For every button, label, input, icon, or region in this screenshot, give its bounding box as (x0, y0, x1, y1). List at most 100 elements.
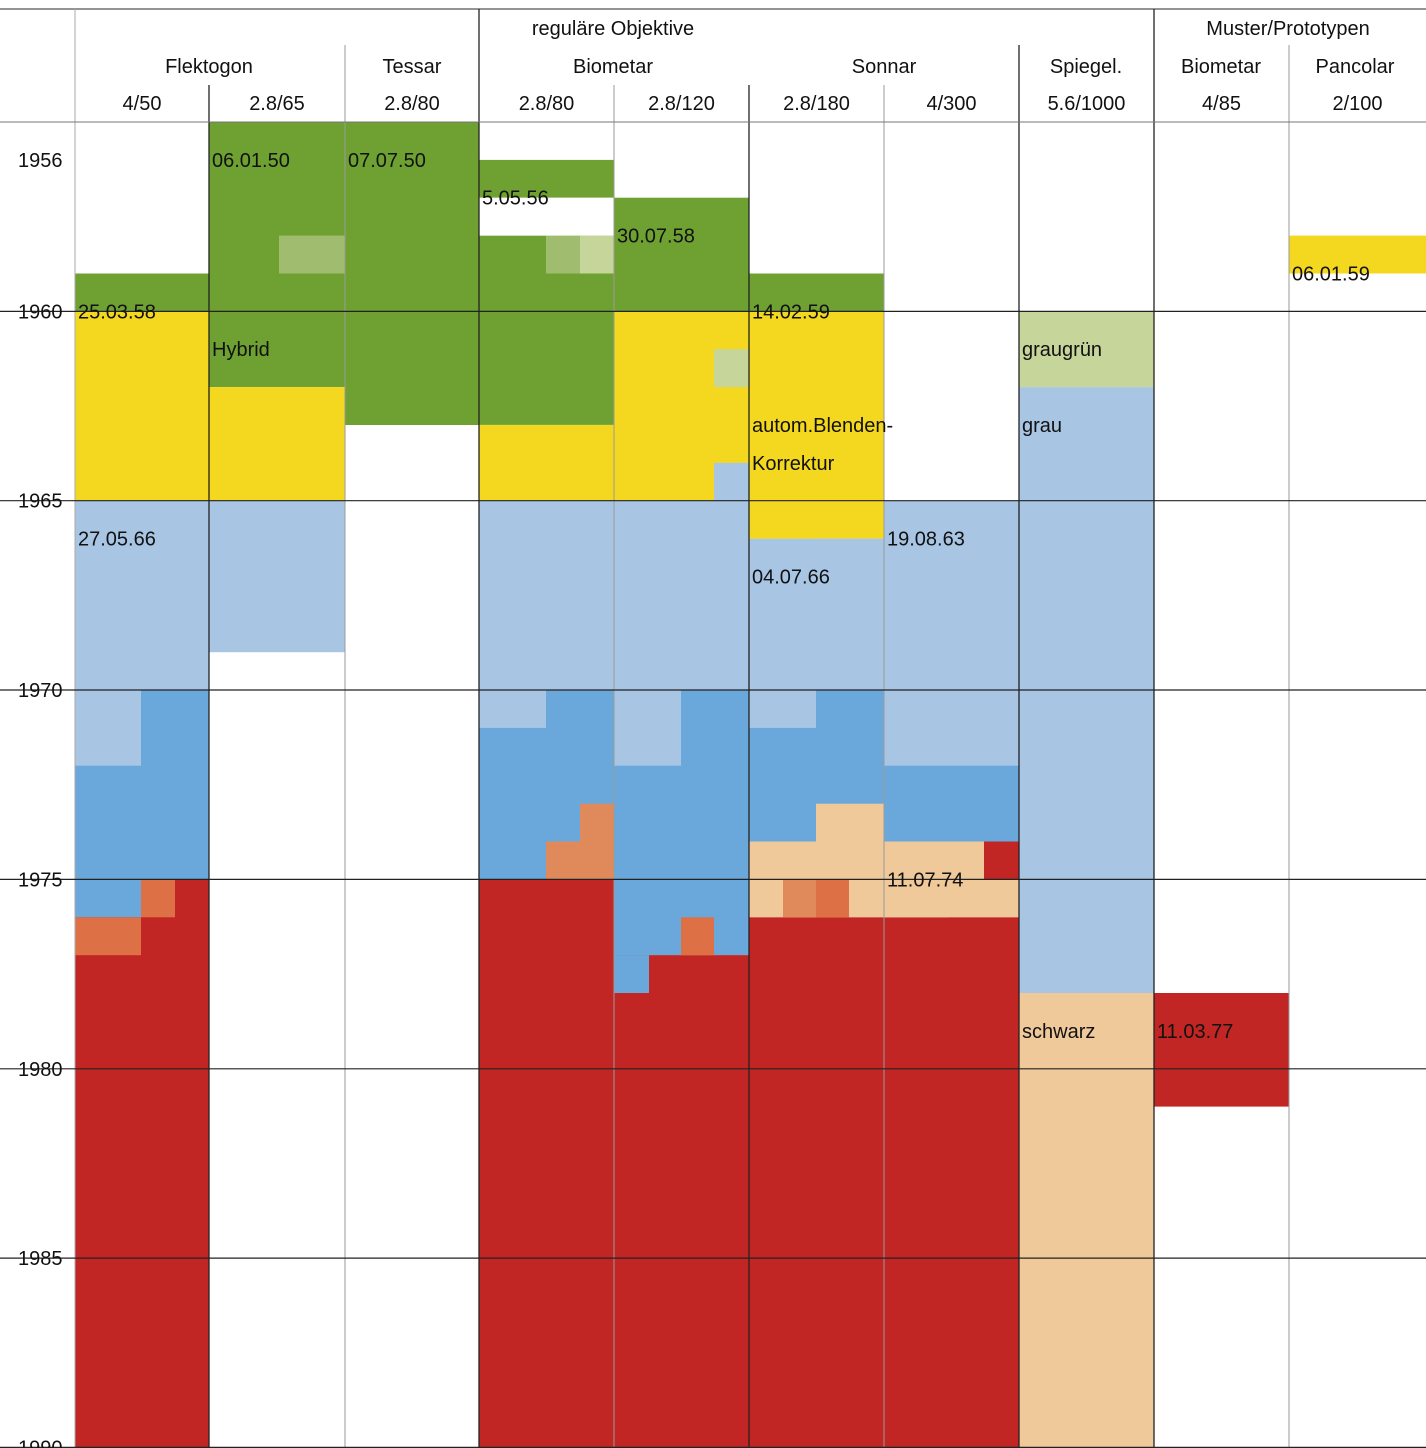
year-tick-1985: 1985 (18, 1248, 63, 1270)
column-header-0: 4/50 (123, 93, 162, 115)
annotation-15: 11.07.74 (887, 869, 963, 891)
segment-2-8-80-12 (479, 500, 614, 690)
annotation-17: 11.03.77 (1157, 1021, 1233, 1043)
gap-patch-1 (345, 425, 479, 501)
column-header-7: 5.6/1000 (1048, 93, 1126, 115)
year-tick-1965: 1965 (18, 491, 63, 513)
annotation-4: 5.05.56 (482, 188, 549, 210)
segment-2-8-180-22 (749, 538, 884, 691)
tone-patch-24 (884, 879, 949, 918)
tone-patch-23 (816, 879, 849, 918)
chart-cells (75, 122, 1426, 1448)
annotation-8: graugrün (1022, 339, 1102, 361)
group-header-prototypes: Muster/Prototypen (1206, 18, 1369, 40)
year-tick-1990: 1990 (18, 1437, 63, 1448)
annotation-0: 25.03.58 (78, 301, 156, 323)
chart-patches (75, 197, 1154, 993)
annotation-2: Hybrid (212, 339, 270, 361)
chart-headers: reguläre Objektive Muster/Prototypen Fle… (165, 18, 1395, 78)
segment-2-8-180-20 (749, 273, 884, 312)
tone-patch-18 (75, 879, 141, 918)
lens-type-tessar: Tessar (383, 56, 442, 78)
year-tick-1970: 1970 (18, 680, 63, 702)
tone-patch-19 (141, 879, 175, 918)
tone-patch-3 (580, 235, 614, 274)
segment-4-50-2 (75, 500, 209, 690)
column-header-6: 4/300 (926, 93, 976, 115)
segment-2-8-80-11 (479, 425, 614, 501)
segment-4-300-29 (884, 917, 1019, 1448)
tone-patch-20 (75, 917, 141, 956)
annotation-16: schwarz (1022, 1021, 1095, 1043)
year-axis: 1956 1960 1965 1970 1975 1980 1985 1990 (18, 150, 63, 1448)
tone-patch-9 (614, 690, 681, 766)
column-header-4: 2.8/120 (648, 93, 715, 115)
segment-2-8-80-9 (479, 159, 614, 198)
lens-type-biometar-proto: Biometar (1181, 56, 1261, 78)
tone-patch-16 (949, 841, 984, 880)
segment-2-8-180-25 (749, 917, 884, 1448)
tone-patch-11 (884, 690, 1019, 766)
tone-patch-14 (749, 841, 816, 880)
column-header-2: 2.8/80 (384, 93, 440, 115)
group-header-regular: reguläre Objektive (532, 18, 694, 40)
annotations: 25.03.58 06.01.50 Hybrid 07.07.50 5.05.56 30.… (78, 150, 1370, 1043)
annotation-3: 07.07.50 (348, 150, 426, 172)
tone-patch-12 (580, 803, 614, 842)
tone-patch-25 (614, 955, 649, 993)
annotation-13: 04.07.66 (752, 566, 830, 588)
annotation-6: 06.01.59 (1292, 264, 1370, 286)
lens-type-biometar: Biometar (573, 56, 653, 78)
tone-patch-6 (749, 500, 816, 539)
tone-patch-22 (783, 879, 816, 918)
tone-patch-15 (816, 803, 884, 880)
year-tick-1956: 1956 (18, 150, 63, 172)
tone-patch-0 (75, 273, 141, 312)
segment-5-6-1000-30 (1019, 311, 1154, 388)
annotation-9: autom.Blenden- (752, 415, 893, 437)
segment-4-50-4 (75, 879, 209, 1448)
tone-patch-2 (546, 235, 580, 274)
annotation-11: grau (1022, 415, 1062, 437)
year-tick-1975: 1975 (18, 869, 63, 891)
tone-patch-21 (681, 917, 714, 956)
segment-4-50-1 (75, 311, 209, 501)
lens-type-spiegel: Spiegel. (1050, 56, 1122, 78)
lens-type-flektogon: Flektogon (165, 56, 253, 78)
annotation-10: Korrektur (752, 453, 835, 475)
segment-2-8-65-7 (209, 500, 345, 653)
segment-5-6-1000-32 (1019, 993, 1154, 1448)
tone-patch-1 (279, 235, 345, 274)
segment-2-8-120-19 (614, 955, 749, 1448)
segment-2-100-34 (1289, 235, 1426, 274)
chart-gridlines (0, 8, 1426, 1448)
year-tick-1960: 1960 (18, 301, 63, 323)
column-header-3: 2.8/80 (519, 93, 575, 115)
annotation-7: 14.02.59 (752, 301, 830, 323)
tone-patch-26 (1019, 879, 1154, 993)
segment-2-8-120-17 (614, 500, 749, 690)
annotation-5: 30.07.58 (617, 226, 695, 248)
column-headers: 4/50 2.8/65 2.8/80 2.8/80 2.8/120 2.8/180 4/30… (123, 93, 1383, 115)
segment-4-300-26 (884, 500, 1019, 690)
annotation-14: 19.08.63 (887, 529, 965, 551)
column-header-8: 4/85 (1202, 93, 1241, 115)
annotation-12: 27.05.66 (78, 529, 156, 551)
tone-patch-10 (749, 690, 816, 728)
year-tick-1980: 1980 (18, 1059, 63, 1081)
column-header-5: 2.8/180 (783, 93, 850, 115)
tone-patch-13 (546, 841, 614, 880)
gap-patch-0 (479, 197, 614, 236)
segment-2-8-120-15 (614, 197, 749, 312)
tone-patch-4 (714, 349, 749, 388)
lens-type-sonnar: Sonnar (852, 56, 917, 78)
annotation-1: 06.01.50 (212, 150, 290, 172)
segment-4-85-33 (1154, 993, 1289, 1107)
segment-2-8-65-6 (209, 387, 345, 501)
tone-patch-7 (75, 690, 141, 766)
tone-patch-5 (714, 462, 749, 501)
column-header-1: 2.8/65 (249, 93, 305, 115)
segment-2-8-80-8 (345, 122, 479, 425)
tone-patch-8 (479, 690, 546, 728)
